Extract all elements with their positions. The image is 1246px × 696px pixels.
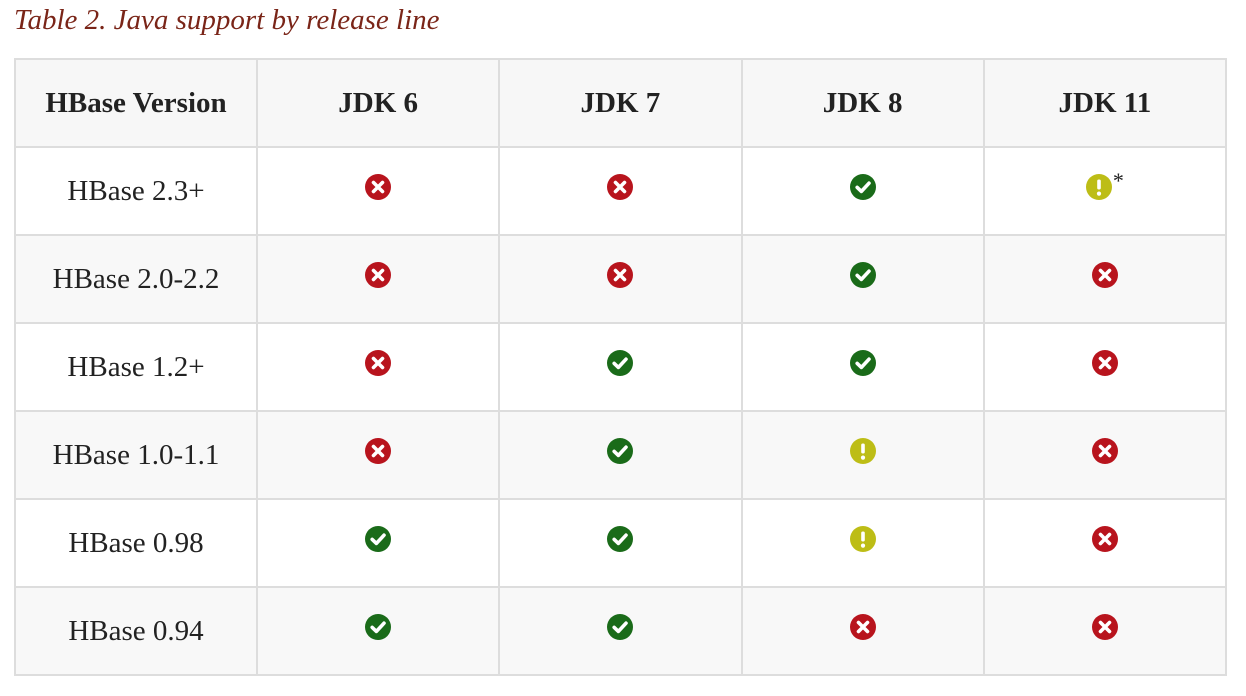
header-jdk-7: JDK 7 (498, 58, 743, 148)
status-cell-unsupported (982, 586, 1228, 676)
x-circle-icon (365, 438, 392, 464)
x-circle-icon (1091, 614, 1118, 640)
status-indicator (1091, 350, 1118, 376)
version-cell: HBase 2.0-2.2 (14, 234, 258, 324)
status-cell-warning (740, 410, 985, 500)
status-indicator (849, 526, 876, 552)
status-indicator (849, 174, 876, 200)
status-indicator (607, 438, 634, 464)
status-cell-warning: * (982, 146, 1228, 236)
status-cell-unsupported (255, 410, 501, 500)
check-circle-icon (607, 350, 634, 376)
status-cell-supported (498, 410, 743, 500)
status-cell-supported (255, 498, 501, 588)
check-circle-icon (607, 614, 634, 640)
status-cell-supported (740, 234, 985, 324)
status-indicator (1091, 526, 1118, 552)
status-indicator (607, 262, 634, 288)
status-indicator (849, 438, 876, 464)
status-cell-supported (498, 322, 743, 412)
status-cell-unsupported (498, 234, 743, 324)
header-row: HBase Version JDK 6 JDK 7 JDK 8 JDK 11 (14, 58, 1228, 148)
check-circle-icon (365, 526, 392, 552)
status-cell-supported (740, 146, 985, 236)
x-circle-icon (607, 262, 634, 288)
header-jdk-11: JDK 11 (982, 58, 1228, 148)
x-circle-icon (607, 174, 634, 200)
status-indicator (1091, 262, 1118, 288)
status-cell-supported (498, 586, 743, 676)
x-circle-icon (1091, 438, 1118, 464)
version-cell: HBase 0.98 (14, 498, 258, 588)
java-support-table: HBase Version JDK 6 JDK 7 JDK 8 JDK 11 H… (14, 58, 1228, 676)
table-row: HBase 2.0-2.2 (14, 234, 1228, 324)
status-indicator (607, 614, 634, 640)
status-cell-unsupported (740, 586, 985, 676)
x-circle-icon (365, 174, 392, 200)
check-circle-icon (607, 526, 634, 552)
table-row: HBase 1.2+ (14, 322, 1228, 412)
x-circle-icon (365, 262, 392, 288)
exclamation-circle-icon (849, 438, 876, 464)
version-cell: HBase 1.0-1.1 (14, 410, 258, 500)
check-circle-icon (849, 350, 876, 376)
status-indicator (607, 174, 634, 200)
status-cell-warning (740, 498, 985, 588)
status-cell-unsupported (255, 234, 501, 324)
status-cell-unsupported (498, 146, 743, 236)
table-row: HBase 1.0-1.1 (14, 410, 1228, 500)
check-circle-icon (365, 614, 392, 640)
status-indicator (849, 614, 876, 640)
x-circle-icon (1091, 526, 1118, 552)
status-indicator (607, 350, 634, 376)
table-row: HBase 0.98 (14, 498, 1228, 588)
status-indicator (365, 262, 392, 288)
table-caption: Table 2. Java support by release line (14, 4, 440, 36)
header-jdk-6: JDK 6 (255, 58, 501, 148)
status-indicator (365, 614, 392, 640)
status-cell-supported (740, 322, 985, 412)
status-indicator (849, 262, 876, 288)
table-row: HBase 2.3+ * (14, 146, 1228, 236)
check-circle-icon (607, 438, 634, 464)
status-cell-unsupported (982, 234, 1228, 324)
table-header: HBase Version JDK 6 JDK 7 JDK 8 JDK 11 (14, 58, 1228, 148)
exclamation-circle-icon (849, 526, 876, 552)
version-cell: HBase 0.94 (14, 586, 258, 676)
check-circle-icon (849, 174, 876, 200)
status-indicator (607, 526, 634, 552)
check-circle-icon (849, 262, 876, 288)
status-indicator: * (1085, 170, 1124, 200)
status-indicator (365, 350, 392, 376)
status-indicator (365, 526, 392, 552)
version-cell: HBase 2.3+ (14, 146, 258, 236)
status-cell-unsupported (982, 410, 1228, 500)
status-indicator (1091, 614, 1118, 640)
table-row: HBase 0.94 (14, 586, 1228, 676)
x-circle-icon (1091, 350, 1118, 376)
status-cell-unsupported (255, 146, 501, 236)
x-circle-icon (1091, 262, 1118, 288)
status-cell-unsupported (255, 322, 501, 412)
x-circle-icon (849, 614, 876, 640)
status-indicator (1091, 438, 1118, 464)
footnote-mark: * (1112, 168, 1124, 193)
exclamation-circle-icon (1085, 174, 1112, 200)
status-cell-supported (498, 498, 743, 588)
header-hbase-version: HBase Version (14, 58, 258, 148)
status-cell-unsupported (982, 498, 1228, 588)
status-indicator (365, 174, 392, 200)
version-cell: HBase 1.2+ (14, 322, 258, 412)
status-cell-unsupported (982, 322, 1228, 412)
header-jdk-8: JDK 8 (740, 58, 985, 148)
status-indicator (849, 350, 876, 376)
x-circle-icon (365, 350, 392, 376)
status-indicator (365, 438, 392, 464)
table-body: HBase 2.3+ * HBase 2.0-2.2 HBase 1.2+ HBase … (14, 146, 1228, 676)
status-cell-supported (255, 586, 501, 676)
